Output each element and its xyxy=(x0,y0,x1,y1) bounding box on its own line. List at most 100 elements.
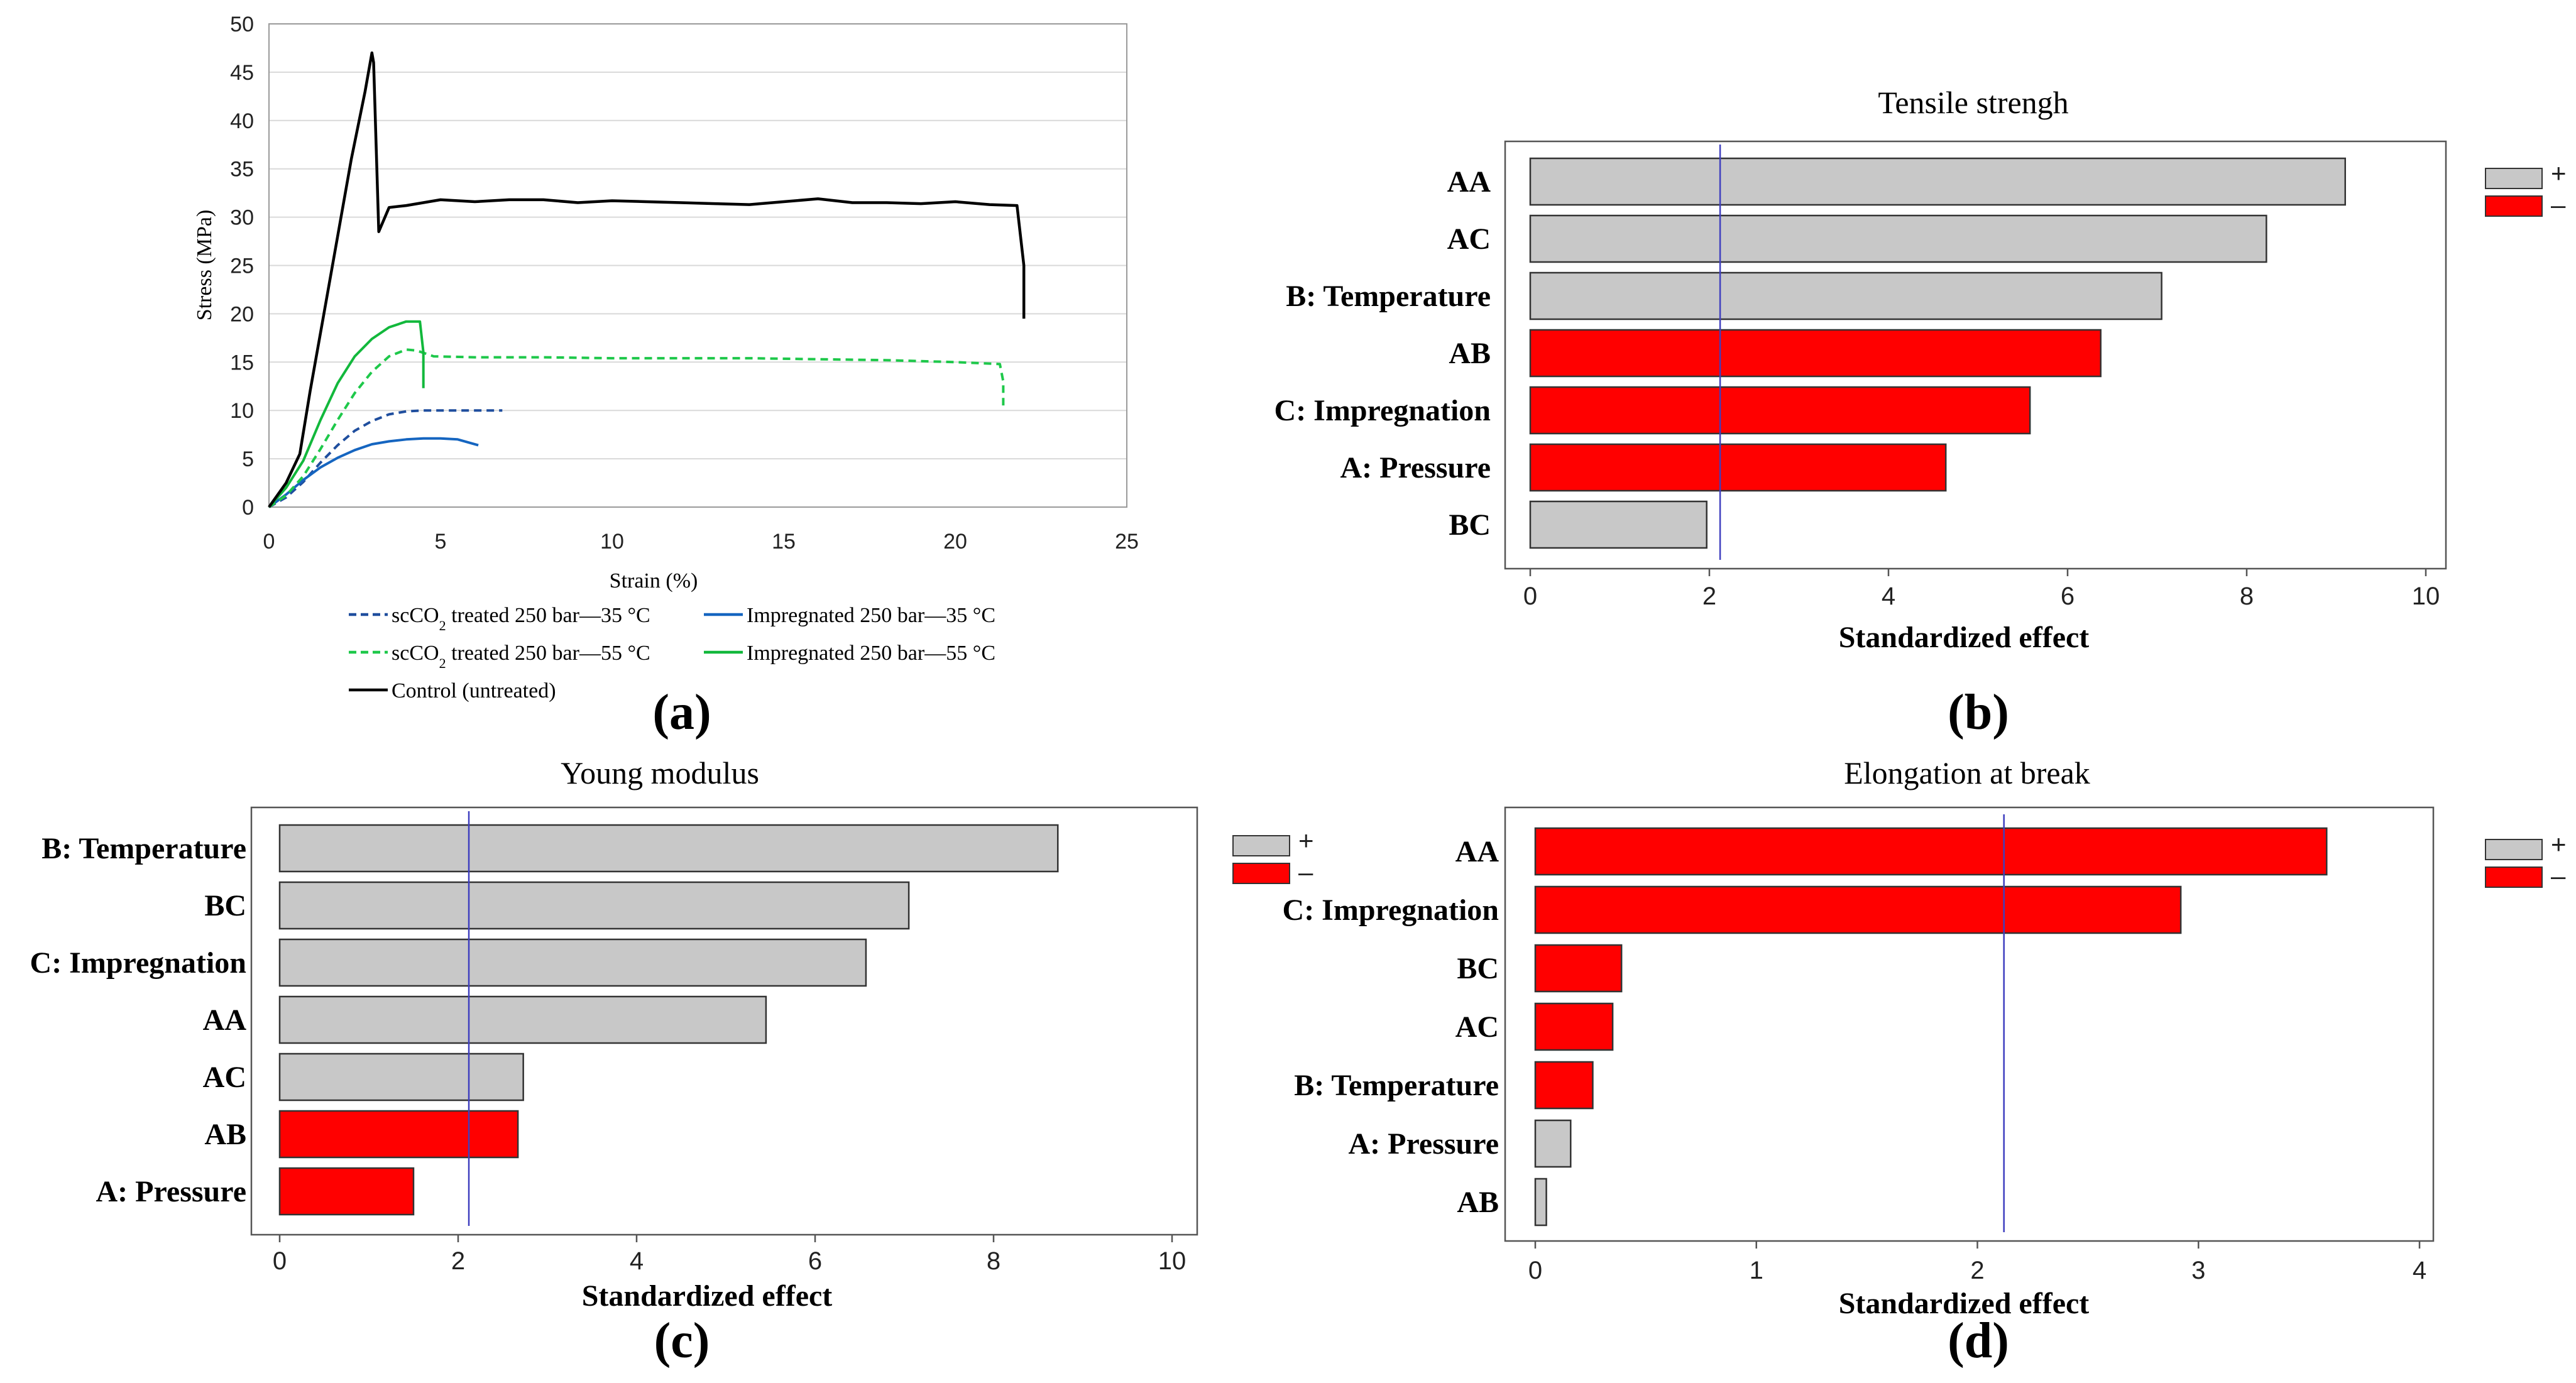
d-chart-tick-label: 4 xyxy=(2413,1257,2426,1284)
b-chart-tick-label: 0 xyxy=(1523,582,1537,610)
b-chart-category-label: A: Pressure xyxy=(1340,451,1491,484)
c-chart-bar xyxy=(278,1052,524,1101)
b-chart-tick-label: 8 xyxy=(2240,582,2254,610)
a-series-impregnated_35 xyxy=(268,437,479,508)
d-chart-legend-positive-label: + xyxy=(2551,829,2567,859)
a-ytick-label: 25 xyxy=(230,254,254,278)
d-chart-tick-label: 1 xyxy=(1750,1257,1763,1284)
a-series-lines xyxy=(268,51,1026,508)
b-chart-bar xyxy=(1529,157,2346,206)
d-chart-tick-label: 3 xyxy=(2191,1257,2205,1284)
c-chart-bar xyxy=(278,995,767,1044)
c-chart-bar xyxy=(278,1110,519,1159)
c-chart-category-label: AC xyxy=(203,1061,246,1094)
d-chart-category-label: AA xyxy=(1455,835,1499,868)
a-legend: scCO2 treated 250 bar—35 °C Impregnated 2… xyxy=(349,604,995,702)
b-chart-legend-positive-label: + xyxy=(2551,158,2567,188)
a-series-scco2_55 xyxy=(268,348,1005,508)
b-chart-bar xyxy=(1529,271,2162,320)
d-chart-bar xyxy=(1534,885,2182,934)
b-chart-bar xyxy=(1529,443,1947,492)
a-xtick-label: 10 xyxy=(600,530,624,554)
a-xtick-label: 5 xyxy=(435,530,447,554)
b-chart-bar xyxy=(1529,329,2102,378)
a-xtick-label: 0 xyxy=(263,530,275,554)
c-panel-label: (c) xyxy=(654,1313,710,1369)
d-chart-bar xyxy=(1534,1002,1614,1051)
a-gridlines xyxy=(269,71,1127,460)
a-ylabel: Stress (MPa) xyxy=(193,210,216,321)
a-panel-label: (a) xyxy=(652,685,711,740)
a-ytick-label: 0 xyxy=(242,496,254,520)
b-chart-bar xyxy=(1529,214,2267,263)
d-chart-category-label: C: Impregnation xyxy=(1283,894,1499,927)
a-legend-label-scco2_35: scCO2 treated 250 bar—35 °C xyxy=(392,604,650,633)
d-chart-category-label: AC xyxy=(1455,1010,1499,1044)
a-legend-label-impregnated_35: Impregnated 250 bar—35 °C xyxy=(747,604,995,627)
c-chart-category-label: B: Temperature xyxy=(41,832,246,865)
a-series-impregnated_55 xyxy=(268,320,425,508)
c-chart-bar xyxy=(278,1167,415,1216)
d-chart-legend-negative-swatch xyxy=(2485,866,2543,888)
d-chart-category-label: BC xyxy=(1457,952,1499,985)
b-chart-bar xyxy=(1529,386,2031,435)
a-ytick-label: 10 xyxy=(230,399,254,423)
b-chart-category-label: BC xyxy=(1449,508,1491,542)
d-chart-category-label: A: Pressure xyxy=(1348,1127,1499,1161)
d-chart-tick-label: 2 xyxy=(1970,1257,1984,1284)
b-xlabel: Standardized effect xyxy=(1839,621,2090,654)
a-tick-labels: 0 5 10 15 20 25 30 35 40 45 50 0 5 10 15 20 25 xyxy=(230,13,1139,554)
a-legend-label-control: Control (untreated) xyxy=(392,679,556,702)
d-chart-bar xyxy=(1534,1061,1594,1110)
c-bar-chart: B: Temperature BC C: Impregnation AA AC AB A: … xyxy=(30,806,1314,1275)
d-chart-legend-negative-label: – xyxy=(2551,861,2566,890)
c-chart-category-label: AA xyxy=(203,1003,247,1037)
d-chart-category-label: B: Temperature xyxy=(1294,1069,1499,1102)
a-ytick-label: 35 xyxy=(230,158,254,182)
d-title: Elongation at break xyxy=(1844,755,2090,790)
a-plot-frame xyxy=(268,23,1127,508)
c-chart-legend-positive-swatch xyxy=(1232,835,1290,856)
a-ytick-label: 50 xyxy=(230,13,254,36)
a-xtick-label: 20 xyxy=(943,530,967,554)
d-chart-category-label: AB xyxy=(1457,1186,1499,1219)
c-chart-tick-label: 4 xyxy=(630,1247,644,1275)
c-chart-tick-label: 6 xyxy=(808,1247,822,1275)
panel-a-stress-strain: 0 5 10 15 20 25 30 35 40 45 50 0 5 10 15 20 25 Stress (M… xyxy=(193,13,1139,740)
a-xlabel: Strain (%) xyxy=(610,569,698,593)
b-chart-tick-label: 10 xyxy=(2412,582,2440,610)
a-legend-label-scco2_55: scCO2 treated 250 bar—55 °C xyxy=(392,642,650,671)
b-bar-chart: AA AC B: Temperature AB C: Impregnation A: Pr… xyxy=(1274,140,2567,610)
c-chart-category-label: AB xyxy=(204,1118,246,1151)
d-chart-bar xyxy=(1534,944,1623,993)
c-xlabel: Standardized effect xyxy=(582,1279,833,1313)
a-series-control xyxy=(268,51,1026,508)
d-chart-legend-positive-swatch xyxy=(2485,839,2543,860)
a-ytick-label: 40 xyxy=(230,109,254,133)
a-ytick-label: 5 xyxy=(242,447,254,471)
d-chart-bar xyxy=(1534,1178,1547,1227)
c-chart-tick-label: 10 xyxy=(1158,1247,1187,1275)
d-chart-bar xyxy=(1534,827,2328,876)
panel-b-tensile-strength: Tensile strengh AA AC B: Temperature AB C: I… xyxy=(1274,85,2567,740)
a-ytick-label: 45 xyxy=(230,61,254,85)
a-xtick-label: 25 xyxy=(1115,530,1139,554)
b-chart-legend-positive-swatch xyxy=(2485,168,2543,189)
c-chart-category-label: A: Pressure xyxy=(96,1175,246,1208)
b-chart-category-label: AB xyxy=(1449,337,1491,370)
d-chart-bar xyxy=(1534,1119,1572,1168)
a-ytick-label: 30 xyxy=(230,206,254,230)
b-chart-tick-label: 6 xyxy=(2061,582,2075,610)
a-legend-label-impregnated_55: Impregnated 250 bar—55 °C xyxy=(747,642,995,665)
a-series-scco2_35 xyxy=(268,409,503,508)
c-chart-legend-negative-swatch xyxy=(1232,863,1290,884)
b-chart-bar xyxy=(1529,500,1707,549)
b-chart-category-label: C: Impregnation xyxy=(1274,394,1491,427)
c-chart-legend-positive-label: + xyxy=(1298,826,1314,855)
b-chart-legend-negative-label: – xyxy=(2551,190,2566,219)
b-title: Tensile strengh xyxy=(1878,85,2068,120)
a-ytick-label: 15 xyxy=(230,351,254,374)
c-chart-tick-label: 2 xyxy=(451,1247,465,1275)
c-chart-category-label: C: Impregnation xyxy=(30,946,246,980)
